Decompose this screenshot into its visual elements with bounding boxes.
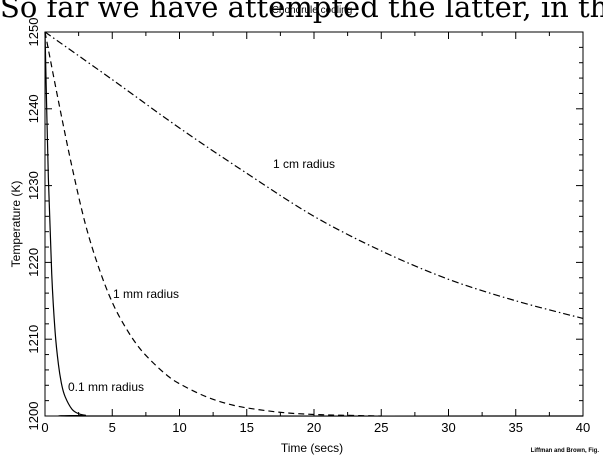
annotation-01mm: 0.1 mm radius (68, 380, 144, 394)
figure-credit: Liffman and Brown, Fig. (531, 448, 600, 454)
y-tick-label: 1200 (26, 402, 41, 431)
y-axis-label: Temperature (K) (9, 181, 23, 268)
x-tick-label: 25 (374, 420, 388, 435)
y-tick-label: 1250 (26, 18, 41, 47)
y-tick-label: 1230 (26, 171, 41, 200)
page-header-text: So far we have attempted the latter, in … (0, 0, 603, 24)
x-tick-label: 0 (41, 420, 48, 435)
axis-ticks: 0 5 10 15 20 25 30 35 40 1200 1210 1220 1230 1240 1250 (26, 18, 590, 435)
x-tick-label: 30 (441, 420, 455, 435)
x-tick-label: 5 (109, 420, 116, 435)
series-line-0 (44, 31, 584, 417)
x-tick-label: 40 (576, 420, 590, 435)
annotation-1mm: 1 mm radius (113, 287, 179, 301)
series-line-1 (44, 31, 382, 417)
plot-frame (44, 31, 584, 417)
chart-title: Chondrule cooling (272, 5, 353, 16)
y-tick-label: 1240 (26, 94, 41, 123)
y-tick-label: 1210 (26, 325, 41, 354)
y-tick-label: 1220 (26, 248, 41, 277)
annotation-1cm: 1 cm radius (273, 157, 335, 171)
x-tick-label: 15 (240, 420, 254, 435)
series-line-2 (44, 31, 584, 320)
x-tick-label: 20 (307, 420, 321, 435)
series-lines (44, 31, 584, 417)
x-axis-label: Time (secs) (281, 441, 343, 455)
x-tick-label: 10 (172, 420, 186, 435)
x-tick-label: 35 (509, 420, 523, 435)
